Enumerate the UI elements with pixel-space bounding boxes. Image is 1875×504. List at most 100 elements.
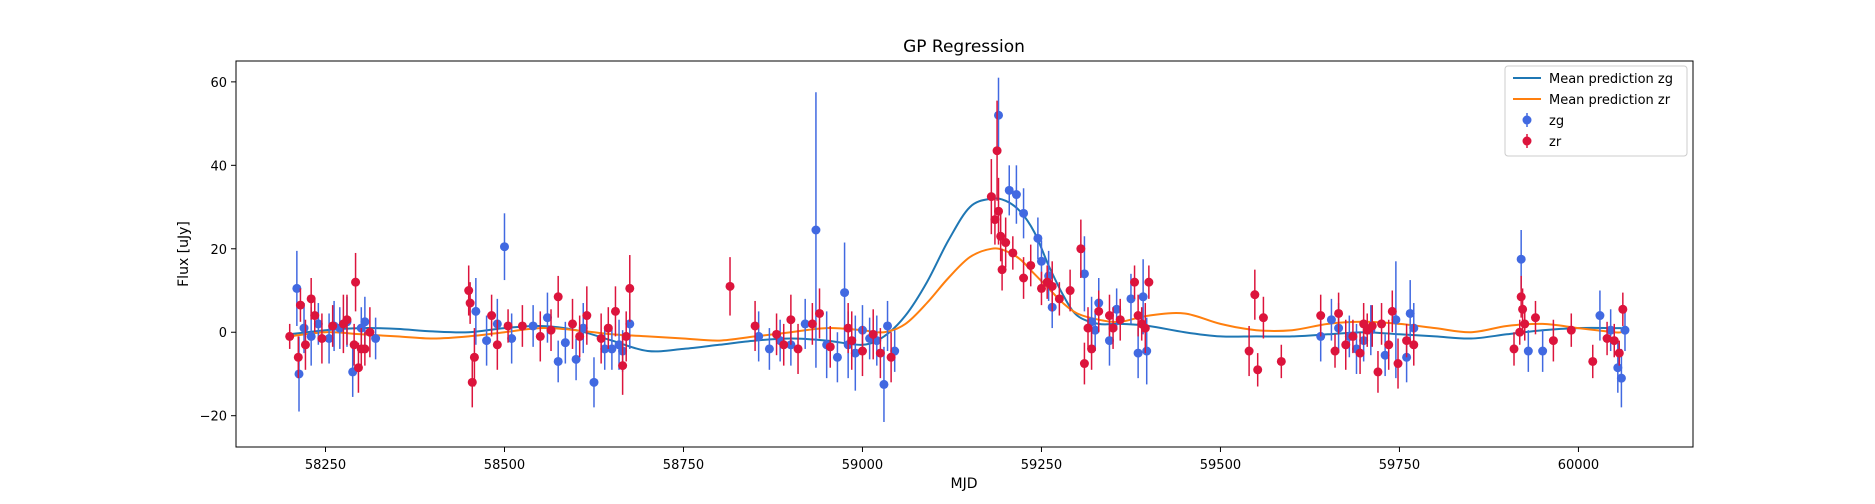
- zr-marker: [825, 342, 835, 352]
- zg-point: [553, 340, 563, 383]
- zg-point: [589, 357, 599, 408]
- zg-marker: [800, 319, 810, 329]
- zr-marker: [1316, 311, 1326, 321]
- x-tick-label: 59750: [1379, 458, 1420, 473]
- zr-marker: [886, 352, 896, 362]
- zr-point: [992, 100, 1002, 201]
- zr-marker: [1019, 273, 1029, 283]
- zr-marker: [1330, 346, 1340, 356]
- zg-marker: [1126, 294, 1136, 304]
- zr-marker: [1258, 313, 1268, 323]
- zr-point: [1355, 332, 1365, 374]
- zr-point: [1402, 323, 1412, 358]
- zr-point: [786, 294, 796, 345]
- zg-marker: [1606, 325, 1616, 335]
- zg-marker: [625, 319, 635, 329]
- zg-point: [371, 317, 381, 360]
- zr-marker: [843, 323, 853, 333]
- zr-point: [996, 211, 1006, 262]
- zr-marker: [503, 321, 513, 331]
- zg-point: [607, 328, 617, 370]
- zr-point: [868, 309, 878, 360]
- x-tick-label: 59000: [842, 458, 883, 473]
- zg-marker: [360, 317, 370, 327]
- zg-marker: [553, 356, 563, 366]
- zr-marker: [1001, 238, 1011, 248]
- zr-point: [1083, 307, 1093, 349]
- zr-marker: [464, 286, 474, 296]
- zg-point: [1004, 165, 1014, 216]
- zr-marker: [285, 331, 295, 341]
- zr-point: [603, 307, 613, 349]
- zr-marker: [1133, 311, 1143, 321]
- zr-point: [1509, 332, 1519, 366]
- zg-point: [482, 315, 492, 366]
- zr-point: [1548, 319, 1558, 362]
- zr-point: [1258, 296, 1268, 339]
- zr-point: [467, 357, 477, 408]
- zr-point: [1276, 344, 1286, 379]
- zr-point: [857, 325, 867, 377]
- zg-point: [1538, 330, 1548, 372]
- zr-point: [351, 252, 361, 312]
- zr-point: [625, 255, 635, 322]
- zr-marker: [1276, 356, 1286, 366]
- zr-marker: [1355, 348, 1365, 358]
- zr-point: [1602, 321, 1612, 356]
- zg-point: [1405, 280, 1415, 347]
- zr-point: [1001, 217, 1011, 268]
- zg-marker: [1112, 304, 1122, 314]
- zr-marker: [1384, 340, 1394, 350]
- zr-marker: [875, 348, 885, 358]
- zr-marker: [1115, 315, 1125, 325]
- zg-point: [507, 313, 517, 364]
- zr-point: [1076, 219, 1086, 278]
- zr-point: [328, 305, 338, 347]
- zr-marker: [1614, 348, 1624, 358]
- zr-point: [1530, 300, 1540, 335]
- zg-marker: [1405, 308, 1415, 318]
- zr-point: [1026, 244, 1036, 287]
- x-axis-label: MJD: [951, 476, 978, 492]
- zr-point: [464, 265, 474, 316]
- zr-marker: [467, 377, 477, 387]
- zg-point: [1523, 330, 1533, 372]
- zr-point: [1144, 265, 1154, 299]
- zg-marker: [850, 348, 860, 358]
- zr-marker: [1548, 336, 1558, 346]
- zr-marker: [1518, 304, 1528, 314]
- zg-marker: [883, 321, 893, 331]
- zr-point: [582, 286, 592, 345]
- zr-marker: [857, 346, 867, 356]
- zr-point: [568, 298, 578, 349]
- zr-point: [847, 311, 857, 370]
- zr-marker: [986, 192, 996, 202]
- zr-point: [1384, 319, 1394, 370]
- zg-marker: [1033, 233, 1043, 243]
- zr-point: [779, 323, 789, 366]
- zg-marker: [299, 323, 309, 333]
- zr-marker: [1588, 356, 1598, 366]
- zr-marker: [1094, 306, 1104, 316]
- zr-marker: [618, 361, 628, 371]
- zg-point: [571, 338, 581, 381]
- zr-point: [365, 307, 375, 358]
- zr-point: [621, 311, 631, 362]
- zr-marker: [1253, 365, 1263, 375]
- zr-marker: [1348, 331, 1358, 341]
- zr-marker: [1602, 334, 1612, 344]
- zr-marker: [349, 340, 359, 350]
- zr-marker: [487, 311, 497, 321]
- zg-marker: [811, 225, 821, 235]
- zr-marker: [360, 344, 370, 354]
- zg-point: [1606, 309, 1616, 352]
- chart-title: GP Regression: [903, 37, 1025, 57]
- zr-point: [843, 303, 853, 354]
- legend-label-mean-zr: Mean prediction zr: [1549, 93, 1671, 108]
- zg-marker: [1090, 325, 1100, 335]
- zr-marker: [310, 311, 320, 321]
- zr-marker: [317, 334, 327, 344]
- zr-point: [575, 315, 585, 358]
- zr-marker: [582, 311, 592, 321]
- zg-point: [1019, 188, 1029, 239]
